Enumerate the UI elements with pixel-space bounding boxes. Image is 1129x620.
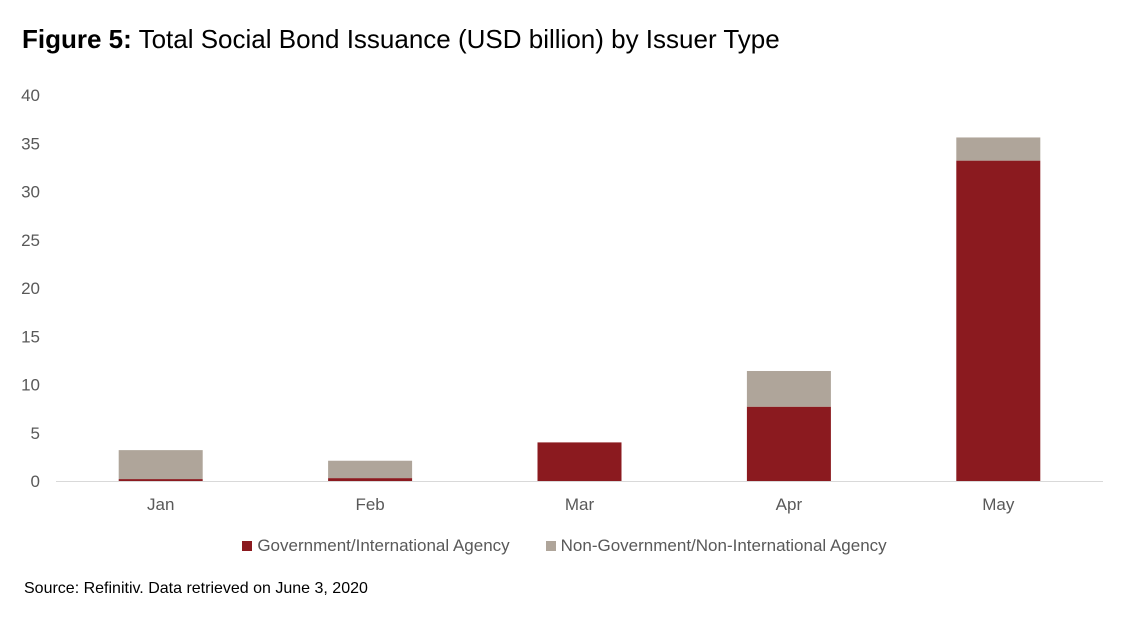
y-tick-label: 35 [21, 134, 40, 153]
bar-non-government-apr [746, 370, 831, 407]
y-tick-label: 0 [31, 472, 40, 491]
bar-government-apr [746, 406, 831, 481]
figure-label: Figure 5: [22, 24, 132, 54]
x-axis-ticks: Jan Feb Mar Apr May [147, 495, 1015, 514]
chart-title-block: Figure 5: Total Social Bond Issuance (US… [22, 22, 780, 56]
y-tick-label: 15 [21, 327, 40, 346]
bar-government-may [956, 160, 1041, 481]
y-tick-label: 40 [21, 86, 40, 105]
bar-non-government-jan [118, 450, 203, 480]
legend-item-non-government: Non-Government/Non-International Agency [545, 536, 887, 556]
bar-government-jan [118, 479, 203, 481]
bar-non-government-feb [328, 460, 413, 479]
y-tick-label: 20 [21, 279, 40, 298]
bar-chart: 0 5 10 15 20 25 30 35 40 Jan Feb Mar Apr May [21, 86, 1103, 514]
legend-label-non-government: Non-Government/Non-International Agency [560, 536, 887, 555]
bar-government-feb [328, 478, 413, 481]
x-tick-label-mar: Mar [565, 495, 595, 514]
x-tick-label-apr: Apr [776, 495, 803, 514]
source-note: Source: Refinitiv. Data retrieved on Jun… [24, 580, 368, 597]
y-tick-label: 10 [21, 376, 40, 395]
x-tick-label-feb: Feb [355, 495, 384, 514]
x-tick-label-may: May [982, 495, 1015, 514]
y-tick-label: 30 [21, 183, 40, 202]
x-tick-label-jan: Jan [147, 495, 174, 514]
legend-swatch-non-government [545, 541, 556, 551]
legend-label-government: Government/International Agency [257, 536, 510, 555]
bar-non-government-may [956, 137, 1041, 161]
y-tick-label: 5 [31, 424, 40, 443]
legend-item-government: Government/International Agency [242, 536, 510, 556]
legend-swatch-government [242, 541, 253, 551]
chart-legend: Government/International Agency Non-Gove… [0, 536, 1129, 556]
y-tick-label: 25 [21, 231, 40, 250]
chart-title: Total Social Bond Issuance (USD billion)… [138, 24, 780, 54]
y-axis-ticks: 0 5 10 15 20 25 30 35 40 [21, 86, 40, 491]
bar-government-mar [537, 442, 622, 481]
bar-series [118, 137, 1041, 481]
